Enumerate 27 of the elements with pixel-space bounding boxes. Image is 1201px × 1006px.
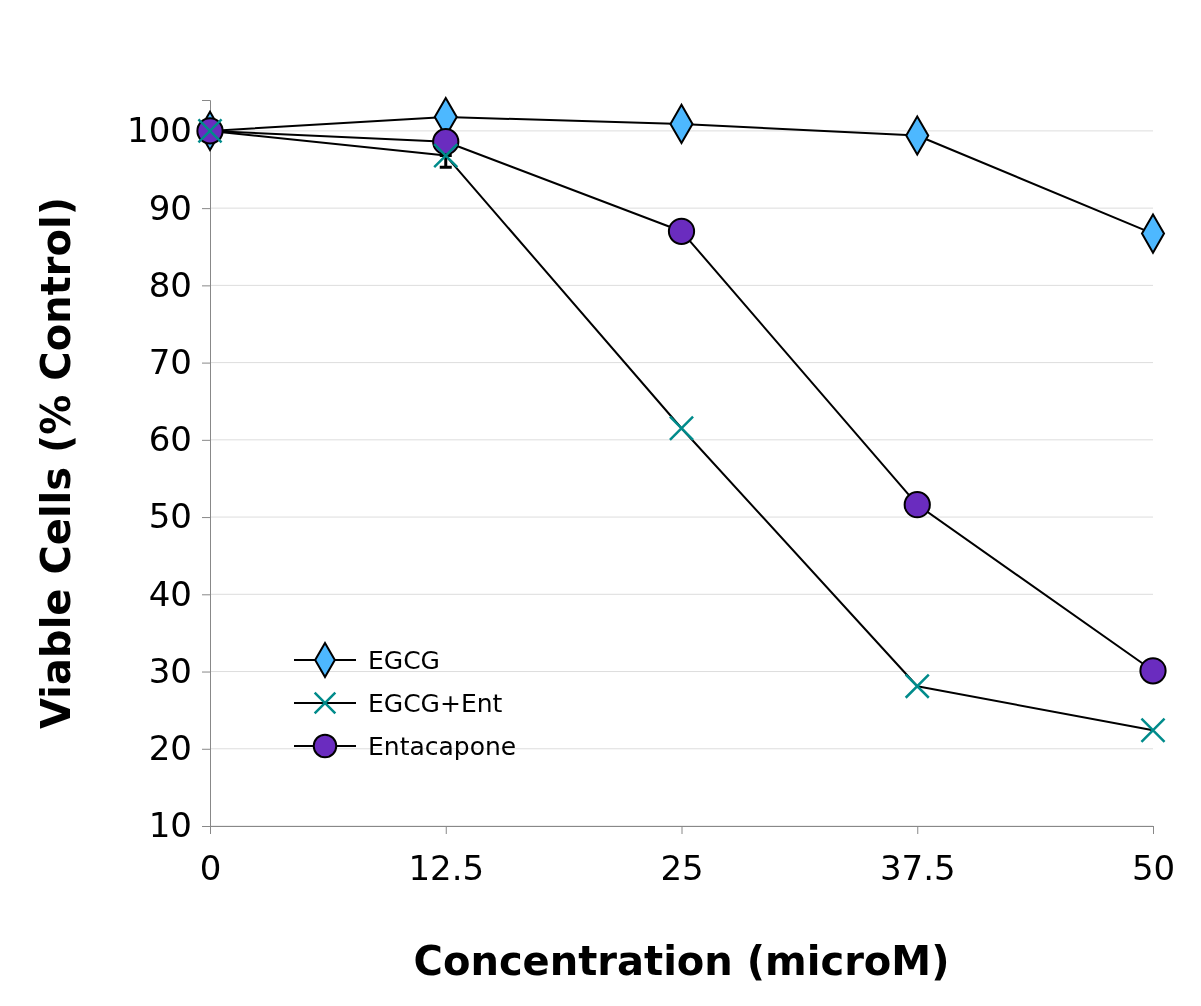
- y-axis-title: Viable Cells (% Control): [33, 197, 79, 729]
- y-tick-label: 10: [148, 805, 192, 846]
- point: [1140, 717, 1166, 744]
- y-tick-label: 90: [148, 187, 192, 228]
- y-tick-label: 40: [148, 573, 192, 614]
- legend-label: Entacapone: [368, 732, 517, 761]
- point: [668, 415, 695, 442]
- point: [1139, 657, 1167, 685]
- legend-label: EGCG+Ent: [368, 689, 503, 718]
- y-tick-label: 70: [148, 341, 192, 382]
- point: [904, 673, 931, 700]
- x-tick-label: 12.5: [408, 848, 485, 889]
- x-axis-title: Concentration (microM): [413, 938, 950, 984]
- x-tick-label: 37.5: [879, 848, 956, 889]
- x-tick-label: 25: [660, 848, 704, 889]
- x-tick-label: 0: [199, 848, 222, 889]
- y-tick-label: 100: [127, 110, 192, 151]
- y-tick-label: 80: [148, 264, 192, 305]
- point: [903, 491, 931, 519]
- point: [667, 217, 696, 245]
- x-tick-label: 50: [1131, 848, 1176, 889]
- y-tick-label: 30: [148, 650, 192, 691]
- legend-label: EGCG: [368, 646, 440, 675]
- y-tick-label: 50: [148, 496, 192, 537]
- point: [432, 142, 459, 169]
- y-tick-label: 60: [148, 419, 192, 460]
- y-tick-label: 20: [148, 728, 192, 769]
